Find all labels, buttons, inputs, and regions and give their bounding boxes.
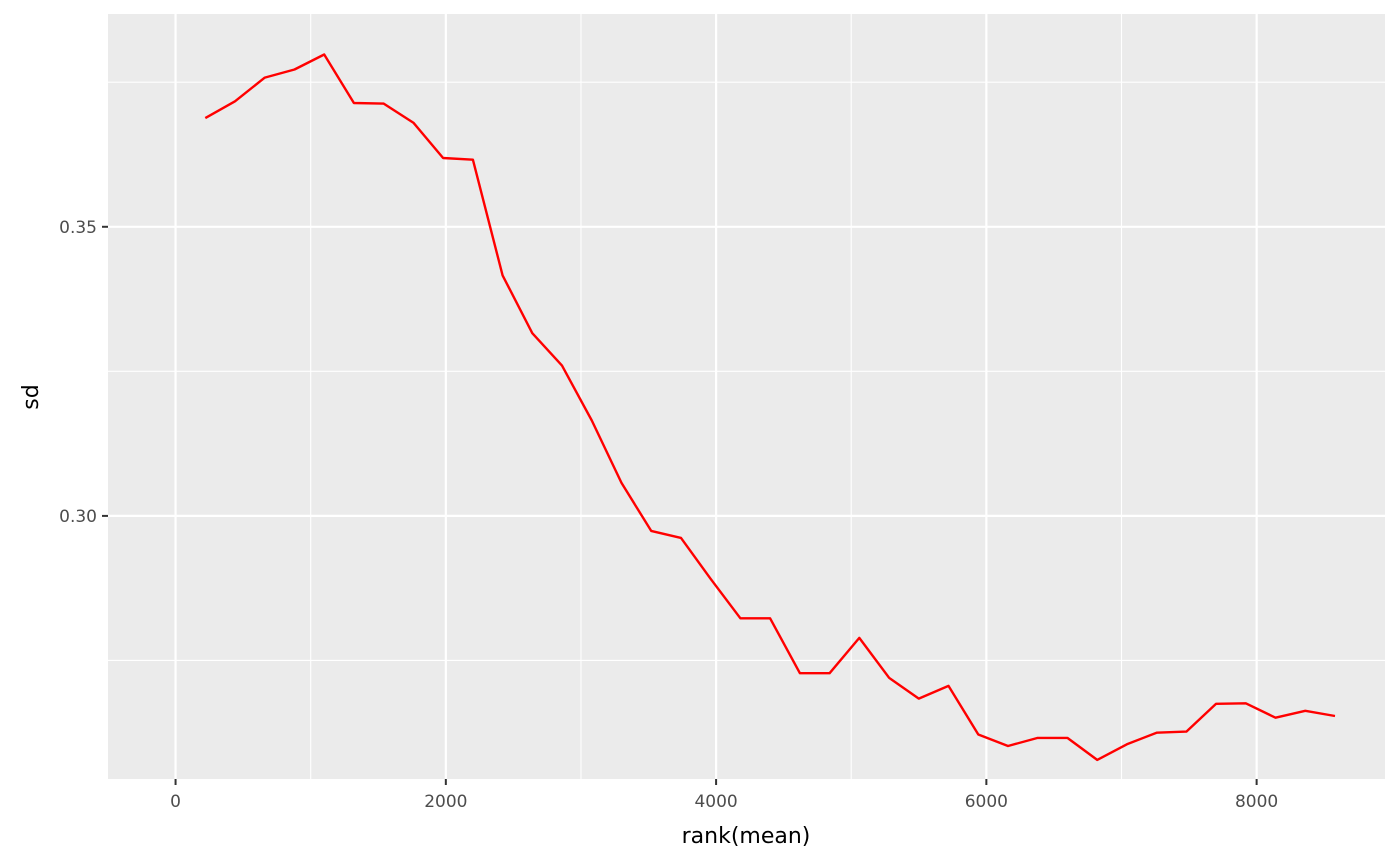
y-axis-title: sd [19, 384, 44, 409]
y-tick-label: 0.30 [59, 507, 97, 527]
series-layer [204, 53, 1336, 762]
axis-ticks [102, 225, 1258, 785]
x-tick-label: 0 [170, 792, 181, 812]
series-line [204, 53, 1336, 762]
minor-gridlines [108, 14, 1385, 779]
x-tick-label: 6000 [965, 792, 1008, 812]
panel-background [108, 14, 1385, 779]
y-tick-label: 0.35 [59, 218, 97, 238]
tick-labels: 0 2000 4000 6000 8000 0.30 0.35 [59, 218, 1278, 812]
major-gridlines [108, 14, 1385, 779]
x-tick-label: 8000 [1235, 792, 1278, 812]
x-tick-label: 2000 [424, 792, 467, 812]
x-axis-title: rank(mean) [682, 824, 811, 849]
x-tick-label: 4000 [694, 792, 737, 812]
